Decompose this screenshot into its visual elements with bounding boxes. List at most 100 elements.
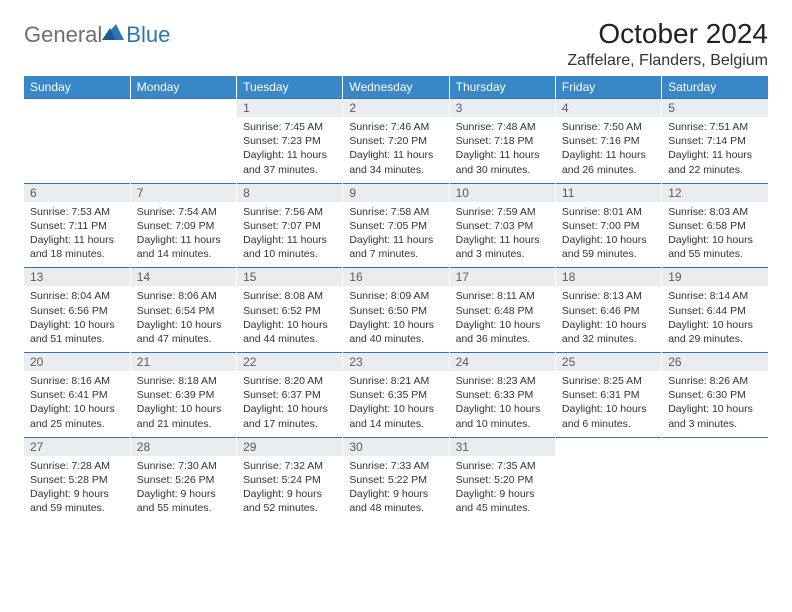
- logo-text-general: General: [24, 22, 102, 48]
- sunset-text: Sunset: 7:05 PM: [349, 219, 442, 233]
- sunset-text: Sunset: 6:48 PM: [456, 304, 549, 318]
- day-number: 31: [449, 437, 555, 456]
- day-cell: Sunrise: 7:33 AMSunset: 5:22 PMDaylight:…: [343, 456, 449, 522]
- daylight-text: Daylight: 11 hours and 3 minutes.: [456, 233, 549, 261]
- daylight-text: Daylight: 11 hours and 37 minutes.: [243, 148, 336, 176]
- logo-triangle-icon: [102, 24, 124, 40]
- sunset-text: Sunset: 6:30 PM: [668, 388, 762, 402]
- sunset-text: Sunset: 6:52 PM: [243, 304, 336, 318]
- daylight-text: Daylight: 10 hours and 36 minutes.: [456, 318, 549, 346]
- day-number: [662, 437, 768, 456]
- day-number-row: 6789101112: [24, 183, 768, 202]
- day-cell: Sunrise: 7:58 AMSunset: 7:05 PMDaylight:…: [343, 202, 449, 268]
- header: General Blue October 2024 Zaffelare, Fla…: [24, 18, 768, 70]
- sunset-text: Sunset: 7:00 PM: [562, 219, 655, 233]
- day-cell: Sunrise: 8:13 AMSunset: 6:46 PMDaylight:…: [555, 286, 661, 352]
- day-number: [555, 437, 661, 456]
- daylight-text: Daylight: 11 hours and 14 minutes.: [137, 233, 230, 261]
- sunrise-text: Sunrise: 7:50 AM: [562, 120, 655, 134]
- sunset-text: Sunset: 7:07 PM: [243, 219, 336, 233]
- day-content-row: Sunrise: 8:16 AMSunset: 6:41 PM Daylight:…: [24, 371, 768, 437]
- sunrise-text: Sunrise: 8:16 AM: [30, 374, 124, 388]
- weekday-header: Saturday: [662, 76, 768, 99]
- sunrise-text: Sunrise: 8:04 AM: [30, 289, 124, 303]
- daylight-text: Daylight: 9 hours and 55 minutes.: [137, 487, 230, 515]
- day-cell: Sunrise: 7:28 AMSunset: 5:28 PMDaylight:…: [24, 456, 130, 522]
- calendar-table: Sunday Monday Tuesday Wednesday Thursday…: [24, 76, 768, 521]
- daylight-text: Daylight: 9 hours and 59 minutes.: [30, 487, 124, 515]
- daylight-text: Daylight: 10 hours and 21 minutes.: [137, 402, 230, 430]
- day-number: 11: [555, 183, 661, 202]
- daylight-text: Daylight: 11 hours and 22 minutes.: [668, 148, 762, 176]
- sunrise-text: Sunrise: 7:46 AM: [349, 120, 442, 134]
- day-number-row: 13141516171819: [24, 268, 768, 287]
- sunset-text: Sunset: 5:22 PM: [349, 473, 442, 487]
- day-number-row: 12345: [24, 99, 768, 118]
- day-number: 6: [24, 183, 130, 202]
- day-cell: Sunrise: 7:30 AMSunset: 5:26 PMDaylight:…: [130, 456, 236, 522]
- daylight-text: Daylight: 9 hours and 52 minutes.: [243, 487, 336, 515]
- day-cell: Sunrise: 8:09 AMSunset: 6:50 PMDaylight:…: [343, 286, 449, 352]
- day-number: 4: [555, 99, 661, 118]
- day-cell: [24, 117, 130, 183]
- day-number: 24: [449, 353, 555, 372]
- sunrise-text: Sunrise: 8:25 AM: [562, 374, 655, 388]
- day-number: 2: [343, 99, 449, 118]
- sunset-text: Sunset: 7:20 PM: [349, 134, 442, 148]
- sunrise-text: Sunrise: 7:35 AM: [456, 459, 549, 473]
- weekday-header: Thursday: [449, 76, 555, 99]
- sunset-text: Sunset: 5:20 PM: [456, 473, 549, 487]
- day-number: 29: [237, 437, 343, 456]
- sunrise-text: Sunrise: 7:28 AM: [30, 459, 124, 473]
- sunset-text: Sunset: 6:35 PM: [349, 388, 442, 402]
- weekday-header: Friday: [555, 76, 661, 99]
- weekday-header: Wednesday: [343, 76, 449, 99]
- sunrise-text: Sunrise: 8:03 AM: [668, 205, 762, 219]
- sunrise-text: Sunrise: 7:54 AM: [137, 205, 230, 219]
- sunset-text: Sunset: 6:41 PM: [30, 388, 124, 402]
- weekday-header: Monday: [130, 76, 236, 99]
- title-block: October 2024 Zaffelare, Flanders, Belgiu…: [567, 18, 768, 70]
- daylight-text: Daylight: 10 hours and 3 minutes.: [668, 402, 762, 430]
- day-number: 19: [662, 268, 768, 287]
- sunset-text: Sunset: 6:33 PM: [456, 388, 549, 402]
- logo: General Blue: [24, 18, 170, 48]
- daylight-text: Daylight: 10 hours and 44 minutes.: [243, 318, 336, 346]
- sunset-text: Sunset: 6:31 PM: [562, 388, 655, 402]
- daylight-text: Daylight: 10 hours and 29 minutes.: [668, 318, 762, 346]
- page: General Blue October 2024 Zaffelare, Fla…: [0, 0, 792, 521]
- day-number: 8: [237, 183, 343, 202]
- daylight-text: Daylight: 10 hours and 40 minutes.: [349, 318, 442, 346]
- day-number: [130, 99, 236, 118]
- sunrise-text: Sunrise: 8:13 AM: [562, 289, 655, 303]
- daylight-text: Daylight: 10 hours and 47 minutes.: [137, 318, 230, 346]
- weekday-header: Sunday: [24, 76, 130, 99]
- day-cell: Sunrise: 8:04 AMSunset: 6:56 PMDaylight:…: [24, 286, 130, 352]
- day-number: 3: [449, 99, 555, 118]
- day-cell: Sunrise: 7:48 AMSunset: 7:18 PMDaylight:…: [449, 117, 555, 183]
- day-number-row: 2728293031: [24, 437, 768, 456]
- sunrise-text: Sunrise: 7:51 AM: [668, 120, 762, 134]
- daylight-text: Daylight: 10 hours and 51 minutes.: [30, 318, 124, 346]
- sunrise-text: Sunrise: 7:56 AM: [243, 205, 336, 219]
- sunset-text: Sunset: 6:44 PM: [668, 304, 762, 318]
- day-number: 28: [130, 437, 236, 456]
- day-number: 5: [662, 99, 768, 118]
- daylight-text: Daylight: 10 hours and 10 minutes.: [456, 402, 549, 430]
- day-cell: Sunrise: 7:46 AMSunset: 7:20 PMDaylight:…: [343, 117, 449, 183]
- sunrise-text: Sunrise: 8:09 AM: [349, 289, 442, 303]
- day-number: 22: [237, 353, 343, 372]
- day-cell: Sunrise: 7:35 AMSunset: 5:20 PMDaylight:…: [449, 456, 555, 522]
- sunrise-text: Sunrise: 7:58 AM: [349, 205, 442, 219]
- sunrise-text: Sunrise: 8:20 AM: [243, 374, 336, 388]
- sunset-text: Sunset: 5:24 PM: [243, 473, 336, 487]
- sunrise-text: Sunrise: 8:26 AM: [668, 374, 762, 388]
- sunrise-text: Sunrise: 8:21 AM: [349, 374, 442, 388]
- daylight-text: Daylight: 11 hours and 34 minutes.: [349, 148, 442, 176]
- day-number: 15: [237, 268, 343, 287]
- day-cell: Sunrise: 7:50 AMSunset: 7:16 PMDaylight:…: [555, 117, 661, 183]
- sunset-text: Sunset: 6:46 PM: [562, 304, 655, 318]
- day-cell: Sunrise: 8:03 AMSunset: 6:58 PMDaylight:…: [662, 202, 768, 268]
- daylight-text: Daylight: 11 hours and 7 minutes.: [349, 233, 442, 261]
- sunset-text: Sunset: 6:54 PM: [137, 304, 230, 318]
